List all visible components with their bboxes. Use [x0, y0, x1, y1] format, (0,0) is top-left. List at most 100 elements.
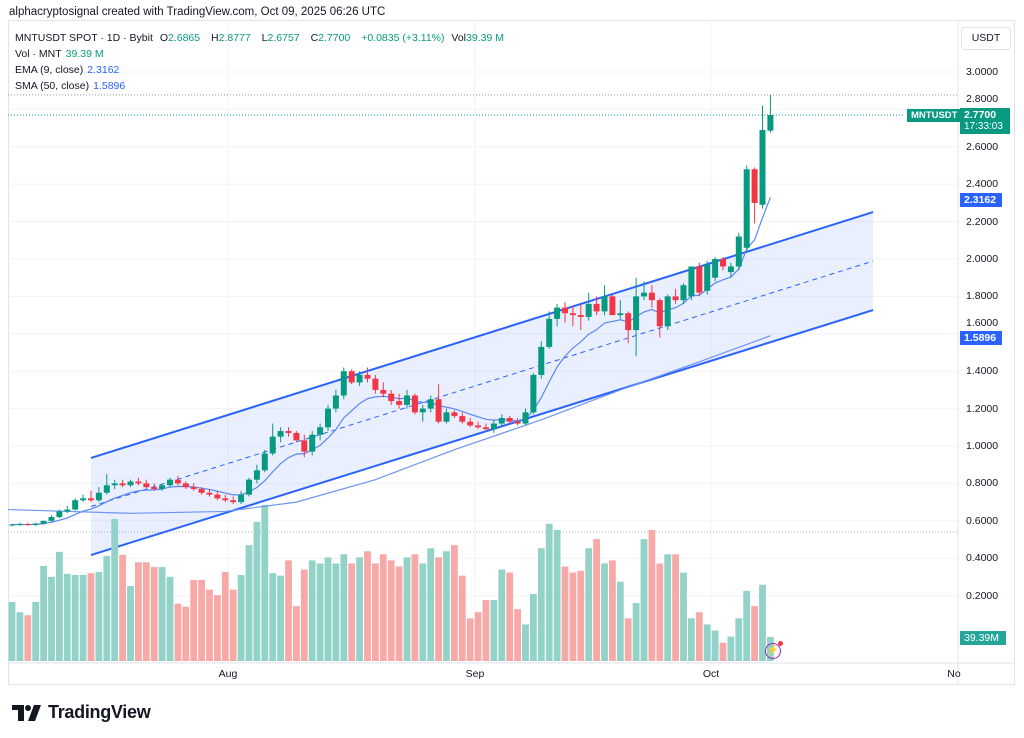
candle-body: [680, 285, 687, 301]
candle-body: [767, 115, 774, 131]
legend-high: 2.8777: [218, 32, 251, 44]
time-tick-nov: No: [947, 668, 961, 680]
candle-body: [388, 393, 395, 402]
legend-sma[interactable]: SMA (50, close) 1.5896: [15, 80, 126, 92]
candle-body: [633, 296, 640, 331]
volume-badge: 39.39M: [960, 631, 1006, 645]
candle-body: [103, 485, 110, 493]
candle-body: [40, 520, 47, 524]
volume-bar: [474, 612, 482, 661]
price-tick: 2.0000: [966, 253, 999, 265]
volume-bar: [561, 566, 569, 661]
candle-body: [64, 509, 71, 512]
volume-bar: [379, 554, 387, 661]
candle-body: [206, 492, 213, 495]
time-tick-sep: Sep: [465, 668, 485, 680]
volume-bar: [530, 593, 537, 661]
candle-body: [538, 346, 545, 375]
tradingview-logo[interactable]: TradingView: [12, 702, 151, 723]
volume-bar: [593, 539, 600, 661]
legend-ema[interactable]: EMA (9, close) 2.3162: [15, 64, 120, 76]
volume-bar: [316, 563, 324, 661]
volume-bar: [119, 554, 126, 661]
price-tick: 3.0000: [966, 66, 999, 78]
candle-body: [356, 374, 363, 383]
volume-bar: [759, 584, 766, 661]
volume-bar: [632, 603, 640, 661]
legend-volume-indicator[interactable]: Vol · MNT 39.39 M: [15, 48, 104, 60]
volume-bar: [443, 551, 450, 661]
candle-body: [593, 303, 600, 312]
price-tick: 1.6000: [966, 316, 999, 329]
volume-bar: [435, 557, 442, 661]
volume-bar: [253, 521, 261, 661]
volume-bar: [40, 565, 47, 661]
candle-body: [664, 296, 671, 327]
volume-bar: [285, 560, 292, 661]
chart-legend: MNTUSDT SPOT · 1D · Bybit O2.6865 H2.877…: [15, 30, 512, 94]
candle-body: [159, 485, 166, 490]
volume-bar: [206, 589, 213, 661]
candle-body: [506, 417, 513, 422]
candle-body: [95, 492, 102, 501]
volume-bar: [727, 636, 735, 661]
candle-body: [174, 479, 181, 484]
volume-bar: [458, 575, 466, 661]
candle-body: [530, 374, 537, 413]
candle-body: [190, 487, 197, 490]
tradingview-logo-icon: [12, 704, 41, 721]
candle-body: [222, 498, 229, 501]
volume-bar: [87, 573, 95, 661]
candle-body: [16, 524, 23, 526]
currency-unit-button[interactable]: USDT: [961, 27, 1011, 50]
candle-body: [80, 498, 87, 501]
candle-body: [641, 292, 647, 297]
volume-bar: [695, 612, 703, 661]
candle-body: [546, 318, 553, 347]
candle-body: [617, 313, 624, 316]
legend-volume: 39.39 M: [466, 32, 504, 44]
candle-body: [712, 259, 719, 278]
time-tick-oct: Oct: [702, 668, 720, 680]
volume-bar: [150, 567, 158, 661]
candle-body: [609, 296, 616, 316]
candle-body: [396, 401, 403, 405]
candle-body: [720, 259, 726, 267]
volume-bar: [135, 562, 142, 661]
volume-bar: [537, 548, 545, 661]
legend-symbol[interactable]: MNTUSDT SPOT · 1D · Bybit: [15, 32, 153, 44]
candle-body: [498, 417, 505, 424]
volume-bar: [735, 618, 743, 661]
candle-body: [56, 511, 63, 518]
candle-body: [167, 479, 173, 486]
volume-bar: [601, 563, 608, 661]
lightning-icon[interactable]: ⚡: [765, 641, 783, 659]
sma-badge: 1.5896: [960, 331, 1002, 345]
candle-body: [325, 408, 331, 428]
candle-body: [427, 399, 434, 409]
candle-body: [554, 307, 561, 319]
candle-body: [459, 416, 466, 422]
price-tick: 1.0000: [966, 440, 999, 452]
price-tick: 1.8000: [966, 290, 999, 303]
candle-body: [198, 489, 205, 493]
volume-bar: [514, 609, 521, 661]
volume-bar: [324, 557, 332, 661]
volume-bar: [48, 576, 55, 661]
volume-bar: [751, 606, 758, 661]
candle-body: [751, 169, 758, 203]
volume-bar: [664, 554, 672, 661]
candle-body: [404, 395, 410, 405]
volume-bar: [127, 586, 134, 661]
price-tick: 2.6000: [966, 140, 999, 153]
volume-bar: [648, 529, 656, 661]
candle-body: [277, 431, 284, 437]
volume-bar: [221, 571, 229, 661]
candle-body: [562, 307, 568, 314]
price-tick: 0.2000: [966, 589, 999, 602]
candle-body: [759, 129, 766, 205]
volume-bar: [174, 603, 182, 661]
candle-body: [135, 481, 142, 484]
volume-bar: [372, 563, 379, 661]
